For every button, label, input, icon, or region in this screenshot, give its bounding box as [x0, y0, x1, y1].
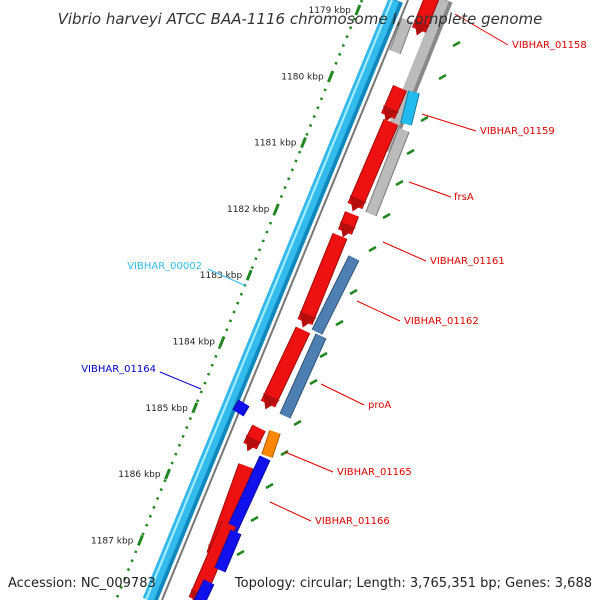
major-tick	[191, 402, 199, 414]
gene-label: proA	[368, 400, 391, 411]
minor-tick	[420, 115, 429, 123]
minor-tick	[293, 419, 302, 427]
gene-feature	[194, 579, 214, 600]
gene-feature	[401, 90, 419, 126]
major-tick	[218, 335, 226, 348]
leader-line	[159, 371, 202, 390]
leader-line	[269, 501, 312, 522]
gene-arrow-head	[299, 311, 317, 328]
tick-label: 1183 kbp	[200, 271, 243, 281]
minor-tick	[452, 40, 461, 48]
major-tick	[327, 70, 335, 82]
leader-line	[382, 241, 427, 262]
map-title: Vibrio harveyi ATCC BAA-1116 chromosome …	[58, 10, 543, 28]
minor-tick	[438, 73, 447, 81]
gene-feature	[390, 18, 412, 54]
backbone-line	[161, 0, 409, 600]
gene-arrow-head	[383, 105, 399, 122]
major-tick	[245, 269, 253, 281]
gene-feature	[233, 400, 249, 416]
minor-tick	[309, 378, 318, 386]
leader-line	[454, 13, 509, 46]
minor-tick	[406, 148, 415, 156]
genome-summary: Topology: circular; Length: 3,765,351 bp…	[234, 576, 592, 591]
minor-tick	[250, 515, 259, 523]
gene-feature	[215, 530, 241, 572]
major-tick	[137, 534, 144, 546]
tick-label: 1184 kbp	[173, 338, 216, 348]
gene-feature	[227, 455, 270, 533]
minor-tick	[236, 549, 245, 557]
tick-label: 1186 kbp	[118, 470, 161, 480]
tick-marks: 1179 kbp 1180 kbp 1181 kbp 1182 kbp 1183 kbp…	[91, 4, 461, 557]
gene-labels: VIBHAR_01158 VIBHAR_01159 frsA VIBHAR_01161…	[81, 40, 587, 527]
gene-label: VIBHAR_01162	[404, 316, 479, 327]
leader-line	[408, 181, 452, 198]
major-tick	[164, 468, 171, 480]
gene-arrow-head	[263, 392, 280, 410]
accession-text: Accession: NC_009783	[8, 576, 156, 591]
gene-arrow-head	[340, 221, 356, 238]
minor-tick	[265, 482, 274, 490]
tick-label: 1181 kbp	[254, 139, 297, 149]
tick-label: 1179 kbp	[308, 6, 351, 16]
leader-line	[356, 300, 401, 322]
leader-line	[284, 451, 334, 473]
minor-tick	[280, 449, 289, 457]
gene-feature	[366, 128, 409, 216]
leader-line	[207, 268, 247, 287]
major-tick	[273, 203, 280, 215]
label-leaders	[159, 13, 509, 522]
minor-tick	[349, 288, 358, 296]
minor-tick	[368, 245, 377, 253]
minor-tick	[335, 319, 344, 327]
gene-feature	[280, 333, 326, 419]
gene-label: VIBHAR_01165	[337, 467, 412, 478]
plus-strand-track-highlight	[145, 0, 393, 600]
gene-feature	[298, 233, 347, 325]
tick-label: 1185 kbp	[145, 404, 188, 414]
tick-label: 1182 kbp	[227, 205, 270, 215]
gene-label: VIBHAR_01166	[315, 516, 390, 527]
minor-tick	[319, 351, 328, 359]
gene-label: VIBHAR_01158	[512, 40, 587, 51]
major-tick	[354, 4, 362, 16]
gene-feature	[262, 430, 280, 458]
leader-line	[320, 383, 365, 406]
gene-label: VIBHAR_01161	[430, 256, 505, 267]
gene-arrow-head	[414, 19, 430, 36]
major-tick	[300, 137, 307, 149]
tick-label: 1180 kbp	[281, 72, 324, 82]
minor-tick	[395, 179, 404, 187]
gene-feature	[312, 255, 359, 335]
gene-feature	[348, 119, 398, 209]
leader-line	[421, 113, 477, 132]
plus-strand-track	[142, 0, 400, 600]
gene-features	[188, 0, 440, 600]
gene-label: VIBHAR_01159	[480, 126, 555, 137]
tick-label: 1187 kbp	[91, 536, 134, 546]
gene-label: VIBHAR_01164	[81, 364, 156, 375]
gene-label: frsA	[454, 192, 474, 203]
gene-label: VIBHAR_00002	[127, 261, 202, 272]
minor-tick	[382, 212, 391, 220]
gene-arrow-head	[349, 195, 367, 212]
gene-feature	[261, 327, 310, 407]
gene-arrow-head	[246, 435, 262, 452]
map-tracks	[114, 0, 453, 600]
